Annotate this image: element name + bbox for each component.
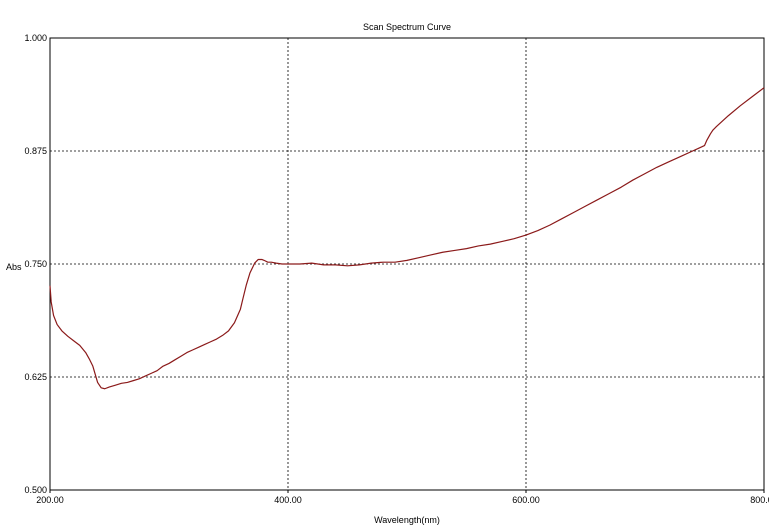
x-tick-label-2: 600.00 <box>512 495 540 505</box>
x-tick-label-0: 200.00 <box>36 495 64 505</box>
x-tick-label-3: 800.00 <box>750 495 769 505</box>
series-line-0 <box>49 87 765 390</box>
y-tick-label-0: 1.000 <box>24 33 47 43</box>
x-tick-label-1: 400.00 <box>274 495 302 505</box>
chart-title: Scan Spectrum Curve <box>363 22 451 32</box>
y-tick-label-2: 0.750 <box>24 259 47 269</box>
y-tick-label-4: 0.500 <box>24 485 47 495</box>
x-axis-label: Wavelength(nm) <box>374 515 440 525</box>
y-axis-label: Abs <box>6 262 22 272</box>
y-tick-label-1: 0.875 <box>24 146 47 156</box>
y-tick-label-3: 0.625 <box>24 372 47 382</box>
tick-labels: 200.00 400.00 600.00 800.00 1.000 0.875 0.750 0… <box>24 33 769 505</box>
series-layer <box>49 87 765 390</box>
